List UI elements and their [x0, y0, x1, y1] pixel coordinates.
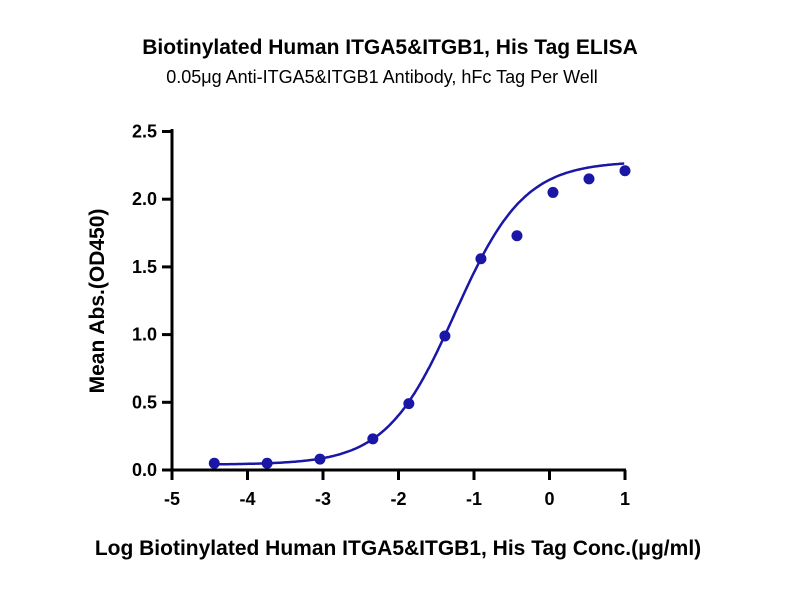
y-tick-label: 2.0	[132, 189, 157, 209]
data-point	[367, 433, 379, 445]
x-tick-label: -3	[315, 489, 331, 509]
y-tick-label: 1.5	[132, 257, 157, 277]
chart-subtitle: 0.05μg Anti-ITGA5&ITGB1 Antibody, hFc Ta…	[166, 67, 598, 87]
x-tick-label: -4	[239, 489, 255, 509]
data-point	[547, 186, 559, 198]
chart-title: Biotinylated Human ITGA5&ITGB1, His Tag …	[142, 36, 638, 59]
x-tick-label: 1	[620, 489, 630, 509]
data-point	[403, 398, 415, 410]
x-tick-label: -5	[164, 489, 180, 509]
y-tick-label: 1.0	[132, 325, 157, 345]
y-axis-label: Mean Abs.(OD450)	[86, 209, 109, 394]
data-point	[439, 330, 451, 342]
data-point	[314, 453, 326, 465]
x-axis-label: Log Biotinylated Human ITGA5&ITGB1, His …	[95, 537, 701, 560]
x-tick-label: 0	[544, 489, 554, 509]
y-tick-label: 2.5	[132, 122, 157, 142]
data-point	[619, 165, 631, 177]
data-point	[261, 457, 273, 469]
x-tick-label: -2	[390, 489, 406, 509]
y-tick-label: 0.0	[132, 460, 157, 480]
data-point	[583, 173, 595, 185]
fit-curve	[213, 162, 625, 466]
data-point	[208, 457, 220, 469]
y-tick-label: 0.5	[132, 392, 157, 412]
data-point	[475, 253, 487, 265]
data-point	[511, 230, 523, 242]
x-tick-label: -1	[466, 489, 482, 509]
